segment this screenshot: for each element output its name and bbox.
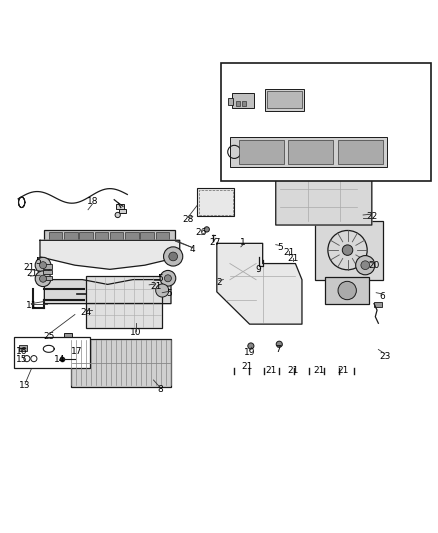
Bar [242,101,246,106]
Circle shape [361,261,370,270]
Text: 21: 21 [266,366,277,375]
Text: 18: 18 [87,197,98,206]
Text: 27: 27 [209,238,220,247]
Bar [221,63,431,181]
Bar [64,232,78,241]
Bar [325,277,369,304]
Bar [49,232,62,241]
Circle shape [276,341,283,348]
Text: 2: 2 [216,278,222,287]
Bar [42,276,52,280]
Text: 14: 14 [54,354,65,364]
Bar [86,276,162,328]
Bar [374,302,382,307]
Text: 11: 11 [25,301,37,310]
Text: 26: 26 [196,228,207,237]
Text: 8: 8 [157,385,163,394]
Bar [95,232,108,241]
Text: 24: 24 [80,308,92,317]
Circle shape [338,281,357,300]
Text: 23: 23 [379,351,391,360]
Text: 28: 28 [183,215,194,224]
Bar [268,92,301,108]
Bar [232,93,254,108]
Text: 3: 3 [253,168,259,177]
Text: 5: 5 [277,243,283,252]
Bar [19,345,27,351]
Text: 21: 21 [242,362,253,372]
Bar [338,140,383,164]
Text: 21: 21 [283,248,294,257]
Bar [236,101,240,106]
Bar [141,232,154,241]
Text: 19: 19 [244,348,255,357]
Polygon shape [44,280,171,304]
Polygon shape [217,244,302,324]
Circle shape [163,247,183,266]
Circle shape [160,270,176,286]
Text: 5: 5 [166,289,172,298]
Polygon shape [40,240,180,269]
Circle shape [248,343,254,349]
Bar [64,333,72,345]
Circle shape [39,275,46,282]
Bar [14,337,90,368]
Text: 6: 6 [380,292,385,301]
Bar [42,270,52,274]
Circle shape [155,284,169,297]
Text: 21: 21 [314,366,325,375]
Text: 25: 25 [43,332,54,341]
Text: 10: 10 [130,328,142,337]
Text: 20: 20 [368,261,380,270]
Bar [125,232,139,241]
Bar [239,140,284,164]
Bar [79,232,93,241]
Text: 16: 16 [15,346,27,356]
Circle shape [356,256,375,275]
Text: 5: 5 [35,257,41,266]
Bar [120,209,126,213]
Text: 9: 9 [255,265,261,274]
Text: 21: 21 [338,366,349,375]
Text: 12: 12 [222,140,233,149]
Text: 21: 21 [26,269,38,278]
Bar [44,230,175,243]
Bar [230,136,387,167]
Circle shape [164,275,171,282]
Polygon shape [276,171,372,225]
Text: 13: 13 [19,381,31,390]
Text: 21: 21 [287,254,299,263]
Bar [265,89,304,111]
Circle shape [169,252,177,261]
Text: 4: 4 [190,245,196,254]
Circle shape [204,227,209,232]
Text: 15: 15 [15,354,27,364]
Text: 21: 21 [23,263,35,272]
Bar [71,338,171,386]
Bar [228,98,233,105]
Bar [110,232,124,241]
Bar [288,140,333,164]
Circle shape [35,271,51,287]
Text: 17: 17 [71,346,83,356]
Text: 21: 21 [150,281,161,290]
Text: 1: 1 [240,238,246,247]
Circle shape [39,262,46,269]
Bar [197,188,234,216]
Text: 22: 22 [366,212,378,221]
Circle shape [35,257,51,273]
Circle shape [343,245,353,255]
Bar [315,221,383,280]
Text: 5: 5 [157,274,163,283]
Bar [199,190,233,215]
Bar [42,264,52,269]
Circle shape [115,212,120,217]
Text: 21: 21 [287,366,299,375]
Bar [155,232,169,241]
Bar [117,204,124,209]
Text: 7: 7 [275,345,281,354]
